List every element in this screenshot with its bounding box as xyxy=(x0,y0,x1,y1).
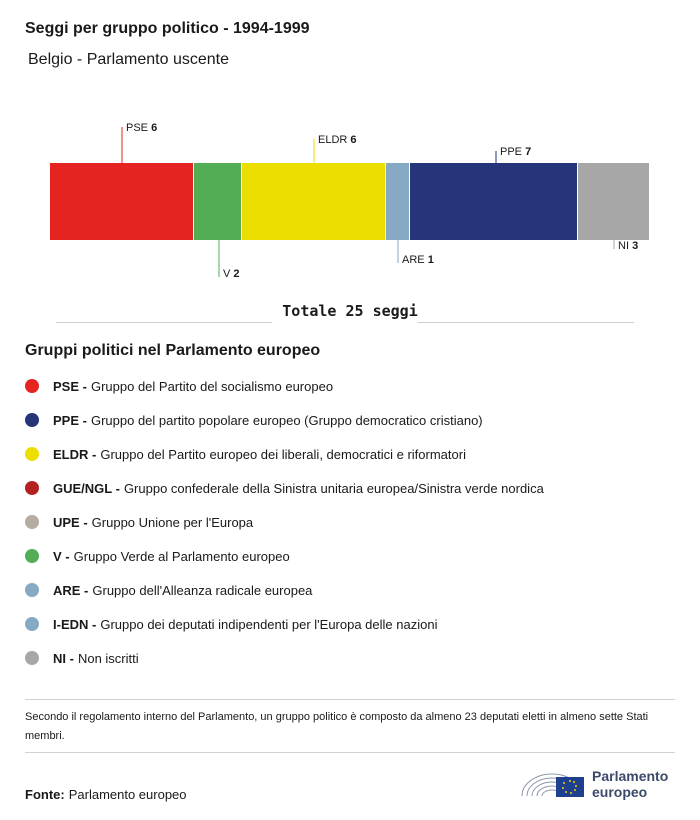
bar-segment-eldr xyxy=(242,163,385,240)
source-value: Parlamento europeo xyxy=(68,787,187,802)
legend-item: PPE - Gruppo del partito popolare europeo… xyxy=(25,403,544,437)
legend-description: Gruppo del partito popolare europeo (Gru… xyxy=(90,412,483,428)
legend-list: PSE - Gruppo del Partito del socialismo e… xyxy=(25,369,544,675)
legend-dot-icon xyxy=(25,583,39,597)
legend-dot-icon xyxy=(25,651,39,665)
legend-description: Gruppo del Partito europeo dei liberali,… xyxy=(100,446,466,462)
data-label-are: ARE 1 xyxy=(402,254,434,266)
legend-abbr: UPE - xyxy=(53,514,88,530)
data-label-v: V 2 xyxy=(223,268,240,280)
total-seats-label: Totale 25 seggi xyxy=(282,302,418,320)
legend-dot-icon xyxy=(25,413,39,427)
legend-description: Gruppo Verde al Parlamento europeo xyxy=(73,548,290,564)
legend-abbr: I-EDN - xyxy=(53,616,97,632)
logo-line-2: europeo xyxy=(592,784,648,800)
parliament-logo: Parlamento europeo xyxy=(520,762,690,802)
legend-description: Gruppo dell'Alleanza radicale europea xyxy=(92,582,313,598)
data-label-ni: NI 3 xyxy=(618,240,638,252)
legend-item: ARE - Gruppo dell'Alleanza radicale europ… xyxy=(25,573,544,607)
legend-dot-icon xyxy=(25,379,39,393)
legend-abbr: PSE - xyxy=(53,378,87,394)
legend-item: GUE/NGL - Gruppo confederale della Sinist… xyxy=(25,471,544,505)
legend-description: Gruppo dei deputati indipendenti per l'E… xyxy=(100,616,438,632)
legend-dot-icon xyxy=(25,549,39,563)
legend-description: Gruppo Unione per l'Europa xyxy=(91,514,254,530)
chart-title: Seggi per gruppo politico - 1994-1999 xyxy=(25,20,310,37)
legend-abbr: ELDR - xyxy=(53,446,97,462)
legend-item: I-EDN - Gruppo dei deputati indipendenti … xyxy=(25,607,544,641)
legend-dot-icon xyxy=(25,481,39,495)
legend-abbr: ARE - xyxy=(53,582,89,598)
source-line: Fonte: Parlamento europeo xyxy=(25,787,187,802)
legend-item: V - Gruppo Verde al Parlamento europeo xyxy=(25,539,544,573)
legend-abbr: NI - xyxy=(53,650,74,666)
legend-abbr: GUE/NGL - xyxy=(53,480,120,496)
footnote: Secondo il regolamento interno del Parla… xyxy=(25,711,649,742)
bar-segment-ni xyxy=(578,163,649,240)
total-divider-left xyxy=(56,322,272,323)
bar-segment-ppe xyxy=(410,163,577,240)
divider-bottom xyxy=(25,752,675,753)
legend-abbr: PPE - xyxy=(53,412,87,428)
legend-item: ELDR - Gruppo del Partito europeo dei lib… xyxy=(25,437,544,471)
data-label-pse: PSE 6 xyxy=(126,122,157,134)
legend-title: Gruppi politici nel Parlamento europeo xyxy=(25,342,321,359)
logo-line-1: Parlamento xyxy=(592,768,669,784)
bar-segment-pse xyxy=(50,163,193,240)
legend-dot-icon xyxy=(25,515,39,529)
data-label-eldr: ELDR 6 xyxy=(318,134,357,146)
total-divider-right xyxy=(418,322,634,323)
chart-subtitle: Belgio - Parlamento uscente xyxy=(28,51,229,68)
legend-description: Gruppo confederale della Sinistra unitar… xyxy=(123,480,544,496)
legend-description: Gruppo del Partito del socialismo europe… xyxy=(90,378,334,394)
legend-description: Non iscritti xyxy=(77,650,139,666)
bar-segment-are xyxy=(386,163,409,240)
legend-item: NI - Non iscritti xyxy=(25,641,544,675)
data-label-ppe: PPE 7 xyxy=(500,146,531,158)
legend-item: PSE - Gruppo del Partito del socialismo e… xyxy=(25,369,544,403)
legend-dot-icon xyxy=(25,447,39,461)
bar-segment-v xyxy=(194,163,241,240)
legend-abbr: V - xyxy=(53,548,70,564)
seat-chart: PSE 6 V 2 ELDR 6 ARE 1 PPE 7 NI 3 xyxy=(50,122,649,280)
legend-item: UPE - Gruppo Unione per l'Europa xyxy=(25,505,544,539)
divider-top xyxy=(25,699,675,700)
legend-dot-icon xyxy=(25,617,39,631)
hemicycle-icon xyxy=(521,773,584,797)
source-label: Fonte: xyxy=(25,787,65,802)
